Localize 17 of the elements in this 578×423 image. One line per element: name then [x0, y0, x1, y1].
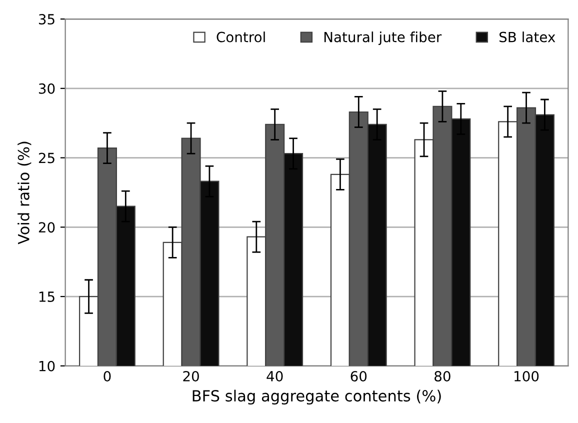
y-tick-label: 30 [38, 83, 55, 94]
x-tick-label: 60 [350, 371, 367, 382]
x-tick-label: 40 [266, 371, 283, 382]
y-tick-label: 20 [38, 222, 55, 233]
x-tick-label: 20 [183, 371, 199, 382]
legend-label: Natural jute fiber [324, 32, 442, 45]
x-tick-label: 100 [514, 371, 539, 382]
x-tick-label: 80 [434, 371, 450, 382]
x-axis-title: BFS slag aggregate contents (%) [192, 390, 441, 405]
y-axis-title: Void ratio (%) [18, 142, 32, 244]
legend-label: Control [216, 32, 265, 42]
legend-label: SB latex [499, 32, 556, 42]
y-tick-label: 35 [38, 14, 54, 25]
y-tick-label: 25 [38, 152, 54, 164]
y-tick-label: 10 [39, 360, 55, 372]
y-tick-label: 15 [39, 292, 54, 302]
x-tick-label: 0 [104, 371, 111, 382]
